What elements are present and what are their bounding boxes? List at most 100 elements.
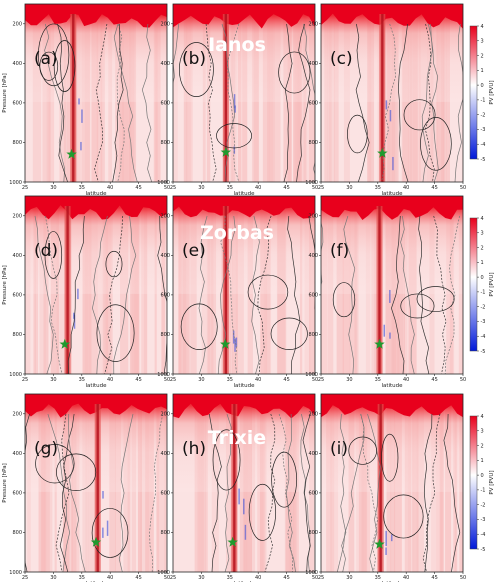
x-tick-label: 50: [312, 185, 318, 191]
contour-line: [112, 23, 124, 182]
contour-line: [173, 23, 179, 84]
contour-line: [257, 215, 272, 374]
x-tick-label: 50: [312, 575, 318, 581]
colorbar-tick-label: -2: [481, 112, 486, 118]
x-tick-label: 50: [164, 377, 170, 383]
y-axis-label: Pressure [hPa]: [2, 265, 8, 304]
y-tick-label: 600: [308, 293, 318, 299]
pv-field: [25, 4, 167, 182]
y-tick-label: 1000: [157, 372, 170, 378]
axes-frame: [172, 393, 316, 573]
x-tick-label: 25: [22, 377, 28, 383]
contour-line: [283, 23, 293, 182]
y-tick-label: 1000: [9, 372, 22, 378]
negative-pv-patch: [234, 338, 236, 352]
x-axis-label: latitude: [233, 191, 255, 197]
negative-pv-patch: [389, 332, 391, 339]
x-tick-label: 50: [460, 185, 466, 191]
storm-title-2: Zorbas: [200, 222, 274, 244]
pv-tower-core: [96, 404, 99, 572]
contour-line: [47, 413, 71, 572]
colorbar-tick-label: -5: [481, 157, 486, 163]
negative-pv-patch: [383, 324, 386, 337]
storm-center-marker: [220, 338, 231, 349]
contour-line: [424, 23, 435, 182]
storm-center-marker: [59, 338, 70, 349]
x-axis-label: latitude: [381, 191, 403, 197]
contour-loop: [271, 451, 298, 508]
colorbar-tick-label: 3: [481, 231, 484, 237]
contour-line: [224, 413, 232, 572]
contour-line: [285, 413, 296, 572]
colorbar-tick-label: 2: [481, 245, 484, 251]
contour-line: [303, 23, 315, 176]
contour-line: [67, 215, 85, 374]
y-tick-label: 800: [12, 332, 22, 338]
panel-label: (a): [34, 49, 58, 69]
contour-loop: [420, 117, 452, 171]
pv-tower-core: [379, 404, 382, 572]
contour-line: [208, 413, 222, 572]
contour-loop: [332, 282, 356, 318]
y-tick-label: 800: [160, 530, 170, 536]
contour-line: [34, 215, 54, 374]
negative-pv-patch: [233, 94, 236, 109]
contour-loop: [416, 286, 455, 312]
contour-line: [336, 413, 365, 572]
contour-line: [264, 413, 276, 572]
y-tick-label: 400: [12, 253, 22, 259]
contour-line: [113, 215, 137, 374]
axes-frame: [320, 3, 464, 183]
contour-line: [44, 23, 66, 182]
y-tick-label: 400: [308, 61, 318, 67]
contour-line: [149, 413, 164, 572]
x-tick-label: 35: [375, 377, 381, 383]
y-tick-label: 200: [308, 22, 318, 28]
y-tick-label: 400: [160, 61, 170, 67]
contour-loop: [216, 123, 252, 149]
y-tick-label: 800: [308, 140, 318, 146]
negative-pv-patch: [102, 527, 104, 538]
x-tick-label: 30: [50, 575, 56, 581]
y-tick-label: 800: [160, 332, 170, 338]
contour-line: [57, 23, 68, 182]
colorbar-tick-label: -2: [481, 502, 486, 508]
contour-line: [157, 215, 167, 374]
colorbar-strip: [469, 217, 478, 352]
x-tick-label: 50: [164, 185, 170, 191]
contour-line: [113, 23, 138, 182]
x-tick-label: 25: [170, 185, 176, 191]
y-tick-label: 400: [308, 451, 318, 457]
contour-loop: [91, 508, 129, 558]
pv-field: [321, 196, 463, 374]
axes-frame: [172, 195, 316, 375]
x-tick-label: 35: [79, 575, 85, 581]
colorbar-label: PV [PVU]: [489, 80, 495, 104]
contour-loop: [248, 483, 277, 541]
contour-line: [296, 23, 311, 182]
contour-line: [68, 413, 86, 572]
contour-line: [308, 215, 315, 311]
colorbar-tick-label: -5: [481, 547, 486, 553]
colorbar-tick-label: 1: [481, 458, 484, 464]
contour-loop: [212, 429, 241, 491]
pv-field: [173, 4, 315, 182]
panel-label: (c): [330, 49, 353, 69]
y-tick-label: 800: [12, 530, 22, 536]
contour-line: [287, 215, 301, 374]
panel-label: (d): [34, 241, 58, 261]
contour-line: [398, 23, 409, 182]
axes-frame: [320, 393, 464, 573]
x-tick-label: 25: [22, 575, 28, 581]
pv-field: [25, 394, 167, 572]
storm-center-marker: [374, 538, 385, 549]
contour-line: [433, 215, 447, 374]
contour-line: [198, 215, 208, 374]
contour-line: [423, 413, 433, 572]
panel-label: (i): [330, 439, 348, 459]
storm-title-3: Trixie: [208, 427, 266, 449]
contour-line: [418, 215, 430, 374]
colorbar-1: 4 3 2 1 0 -1 -2 -3 -4 -5 PV [PVU]: [469, 24, 495, 163]
x-tick-label: 40: [107, 377, 113, 383]
negative-pv-patch: [385, 100, 388, 110]
